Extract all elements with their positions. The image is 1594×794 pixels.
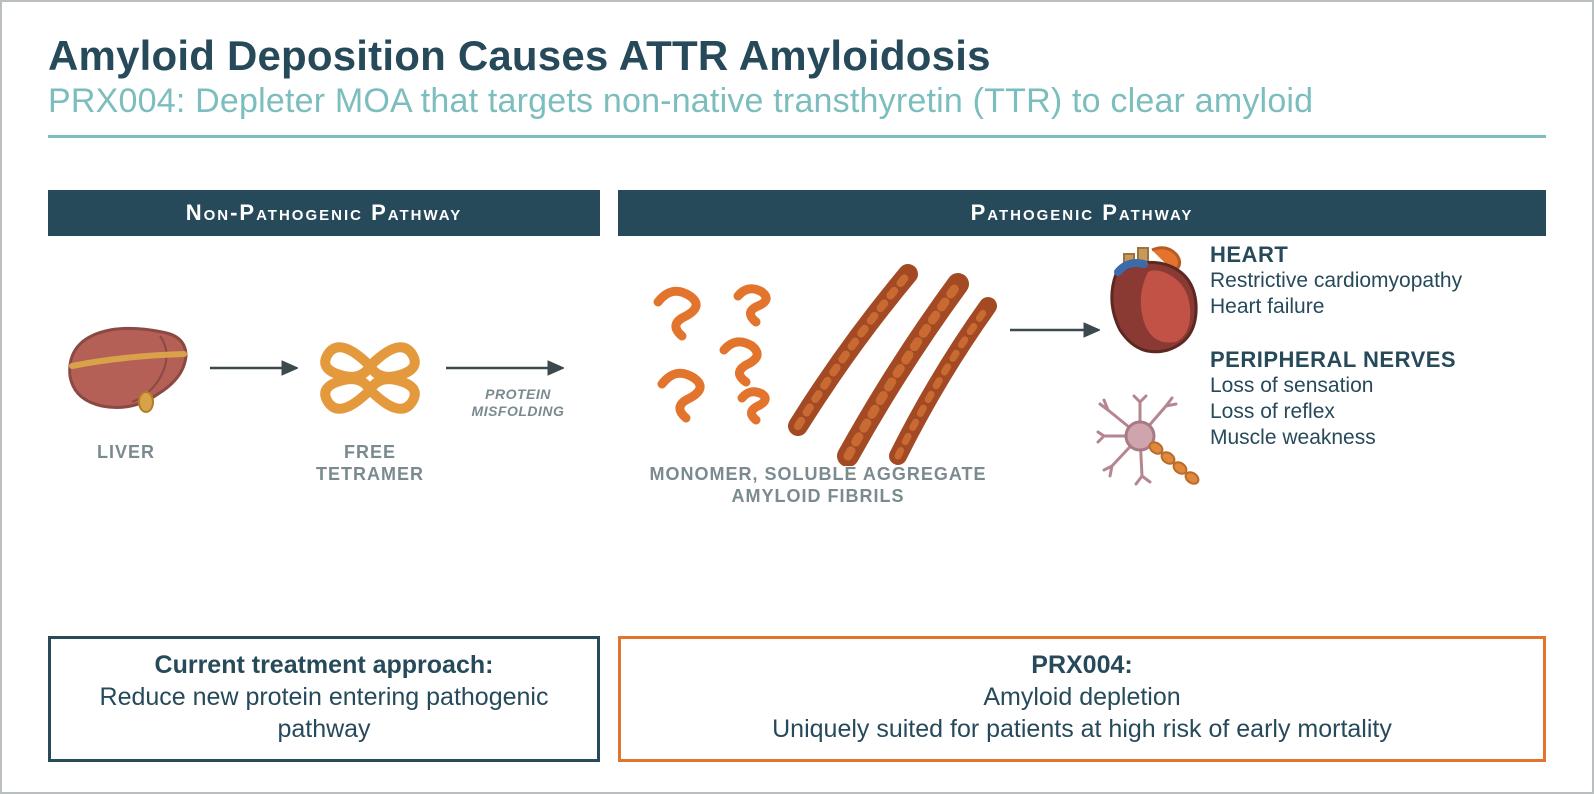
fibrils-icon <box>778 256 998 466</box>
nerves-line-1: Loss of sensation <box>1210 373 1462 399</box>
misfolding-label: PROTEINMISFOLDING <box>458 386 578 420</box>
arrow-tetramer-to-fibrils <box>444 358 564 378</box>
current-treatment-heading: Current treatment approach: <box>155 651 494 679</box>
nerves-line-2: Loss of reflex <box>1210 399 1462 425</box>
prx004-box: PRX004: Amyloid depletionUniquely suited… <box>618 636 1546 762</box>
pathway-columns: Non-Pathogenic Pathway LIVER <box>48 190 1546 566</box>
non-pathogenic-heading: Non-Pathogenic Pathway <box>48 190 600 236</box>
nerves-effects: PERIPHERAL NERVES Loss of sensation Loss… <box>1210 347 1462 452</box>
heart-icon <box>1096 242 1206 360</box>
non-pathogenic-diagram: LIVER FREETETRAMER <box>48 236 600 566</box>
slide-title: Amyloid Deposition Causes ATTR Amyloidos… <box>48 32 1546 80</box>
pathogenic-heading: Pathogenic Pathway <box>618 190 1546 236</box>
monomer-icon <box>638 274 788 444</box>
prx004-body: Amyloid depletionUniquely suited for pat… <box>772 683 1392 743</box>
arrow-fibrils-to-organs <box>1008 320 1100 340</box>
divider-rule <box>48 135 1546 138</box>
footer-boxes: Current treatment approach: Reduce new p… <box>48 636 1546 762</box>
heart-line-2: Heart failure <box>1210 294 1462 320</box>
current-treatment-body: Reduce new protein entering pathogenic p… <box>100 683 549 743</box>
fibrils-label: MONOMER, SOLUBLE AGGREGATEAMYLOID FIBRIL… <box>638 464 998 507</box>
heart-effects: HEART Restrictive cardiomyopathy Heart f… <box>1210 242 1462 321</box>
heart-line-1: Restrictive cardiomyopathy <box>1210 268 1462 294</box>
tetramer-icon <box>310 306 430 426</box>
pathogenic-diagram: MONOMER, SOLUBLE AGGREGATEAMYLOID FIBRIL… <box>618 236 1546 566</box>
organ-effects: HEART Restrictive cardiomyopathy Heart f… <box>1210 242 1462 477</box>
slide-subtitle: PRX004: Depleter MOA that targets non-na… <box>48 82 1546 121</box>
neuron-icon <box>1096 392 1206 498</box>
current-treatment-box: Current treatment approach: Reduce new p… <box>48 636 600 762</box>
tetramer-label: FREETETRAMER <box>310 442 430 485</box>
nerves-title: PERIPHERAL NERVES <box>1210 347 1462 373</box>
arrow-liver-to-tetramer <box>208 358 298 378</box>
non-pathogenic-column: Non-Pathogenic Pathway LIVER <box>48 190 600 566</box>
slide: Amyloid Deposition Causes ATTR Amyloidos… <box>0 0 1594 794</box>
nerves-line-3: Muscle weakness <box>1210 425 1462 451</box>
pathogenic-column: Pathogenic Pathway <box>618 190 1546 566</box>
heart-title: HEART <box>1210 242 1462 268</box>
prx004-heading: PRX004: <box>1031 651 1132 679</box>
liver-label: LIVER <box>76 442 176 464</box>
liver-icon <box>62 322 192 414</box>
